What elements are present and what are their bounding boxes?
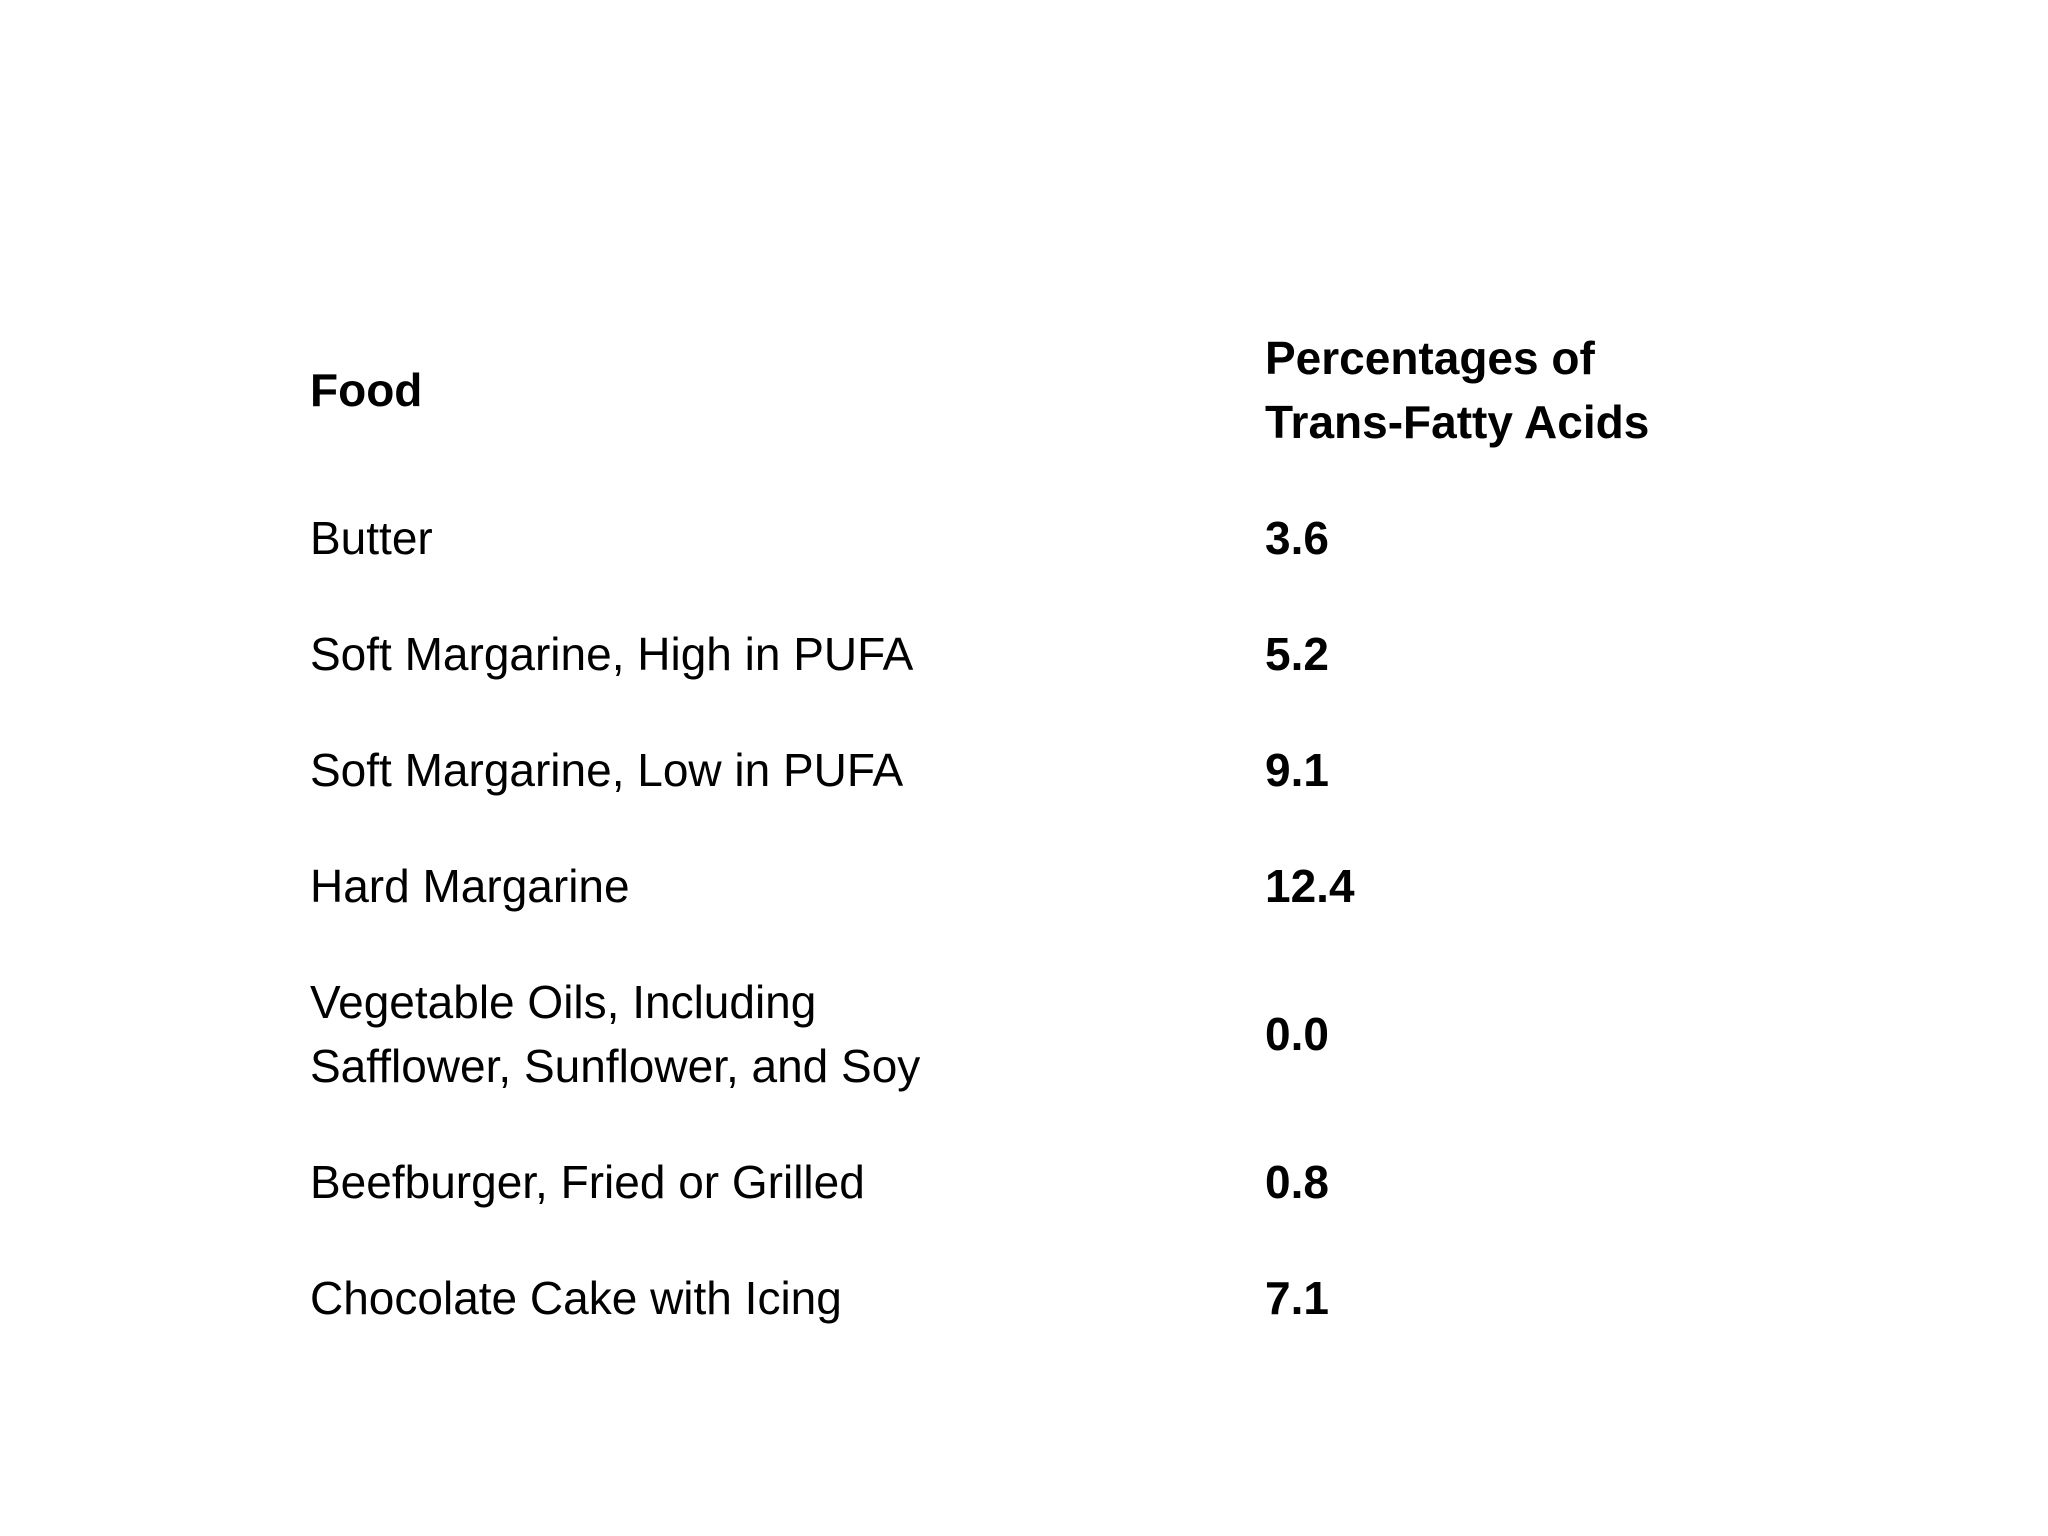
trans-fat-table: Food Percentages of Trans-Fatty Acids Bu… [310,326,1649,1330]
table-row-food: Butter [310,512,433,564]
table-row-value: 12.4 [1265,860,1355,912]
table-row-food: Soft Margarine, Low in PUFA [310,744,904,796]
column-header-food: Food [310,364,423,416]
table-row-food: Vegetable Oils, Including Safflower, Sun… [310,976,921,1092]
table-row-value: 5.2 [1265,628,1329,680]
table-row-value: 0.0 [1265,1008,1329,1060]
table-row-value: 7.1 [1265,1272,1329,1324]
table-row-food: Soft Margarine, High in PUFA [310,628,914,680]
table-row-food: Hard Margarine [310,860,630,912]
table-row-food: Beefburger, Fried or Grilled [310,1156,865,1208]
table-row-value: 3.6 [1265,512,1329,564]
table-row-value: 0.8 [1265,1156,1329,1208]
table-row-food: Chocolate Cake with Icing [310,1272,842,1324]
table-row-value: 9.1 [1265,744,1329,796]
column-header-percentages: Percentages of Trans-Fatty Acids [1265,332,1650,448]
